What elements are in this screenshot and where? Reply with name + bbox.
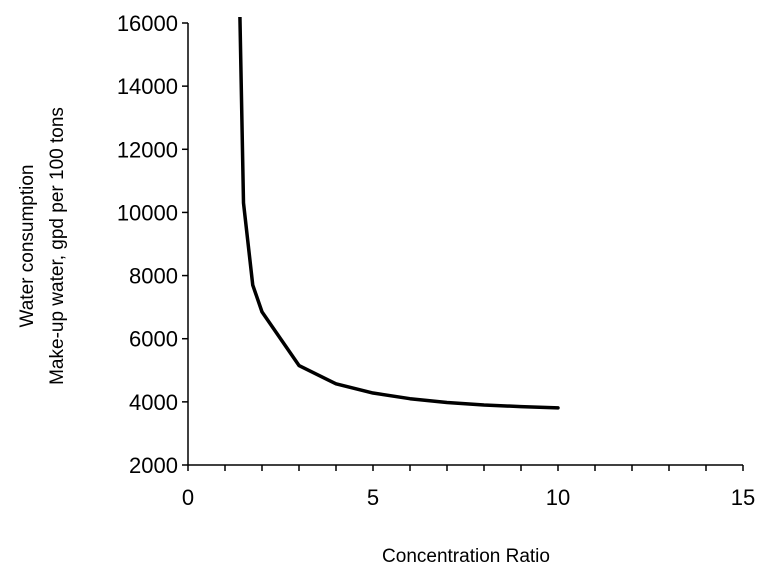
y-axis-title: Water consumption Make-up water, gpd per…: [17, 107, 68, 385]
y-tick-label: 12000: [117, 137, 178, 162]
y-axis-title-line-2: Make-up water, gpd per 100 tons: [47, 107, 68, 385]
x-tick-label: 10: [546, 485, 570, 510]
series-line: [238, 17, 560, 410]
x-axis-title: Concentration Ratio: [382, 546, 550, 567]
x-tick-label: 0: [182, 485, 194, 510]
y-tick-label: 6000: [129, 327, 178, 352]
y-tick-label: 4000: [129, 390, 178, 415]
y-tick-label: 8000: [129, 264, 178, 289]
axes: 2000 4000 6000 8000 10000 12000 14000 16000 0 5 10…: [117, 11, 755, 510]
plot-area: [238, 17, 560, 410]
y-tick-label: 16000: [117, 11, 178, 36]
y-tick-label: 2000: [129, 453, 178, 478]
x-tick-label: 15: [731, 485, 755, 510]
x-tick-label: 5: [367, 485, 379, 510]
y-tick-label: 14000: [117, 74, 178, 99]
y-tick-label: 10000: [117, 200, 178, 225]
y-axis-title-line-1: Water consumption: [17, 165, 38, 328]
